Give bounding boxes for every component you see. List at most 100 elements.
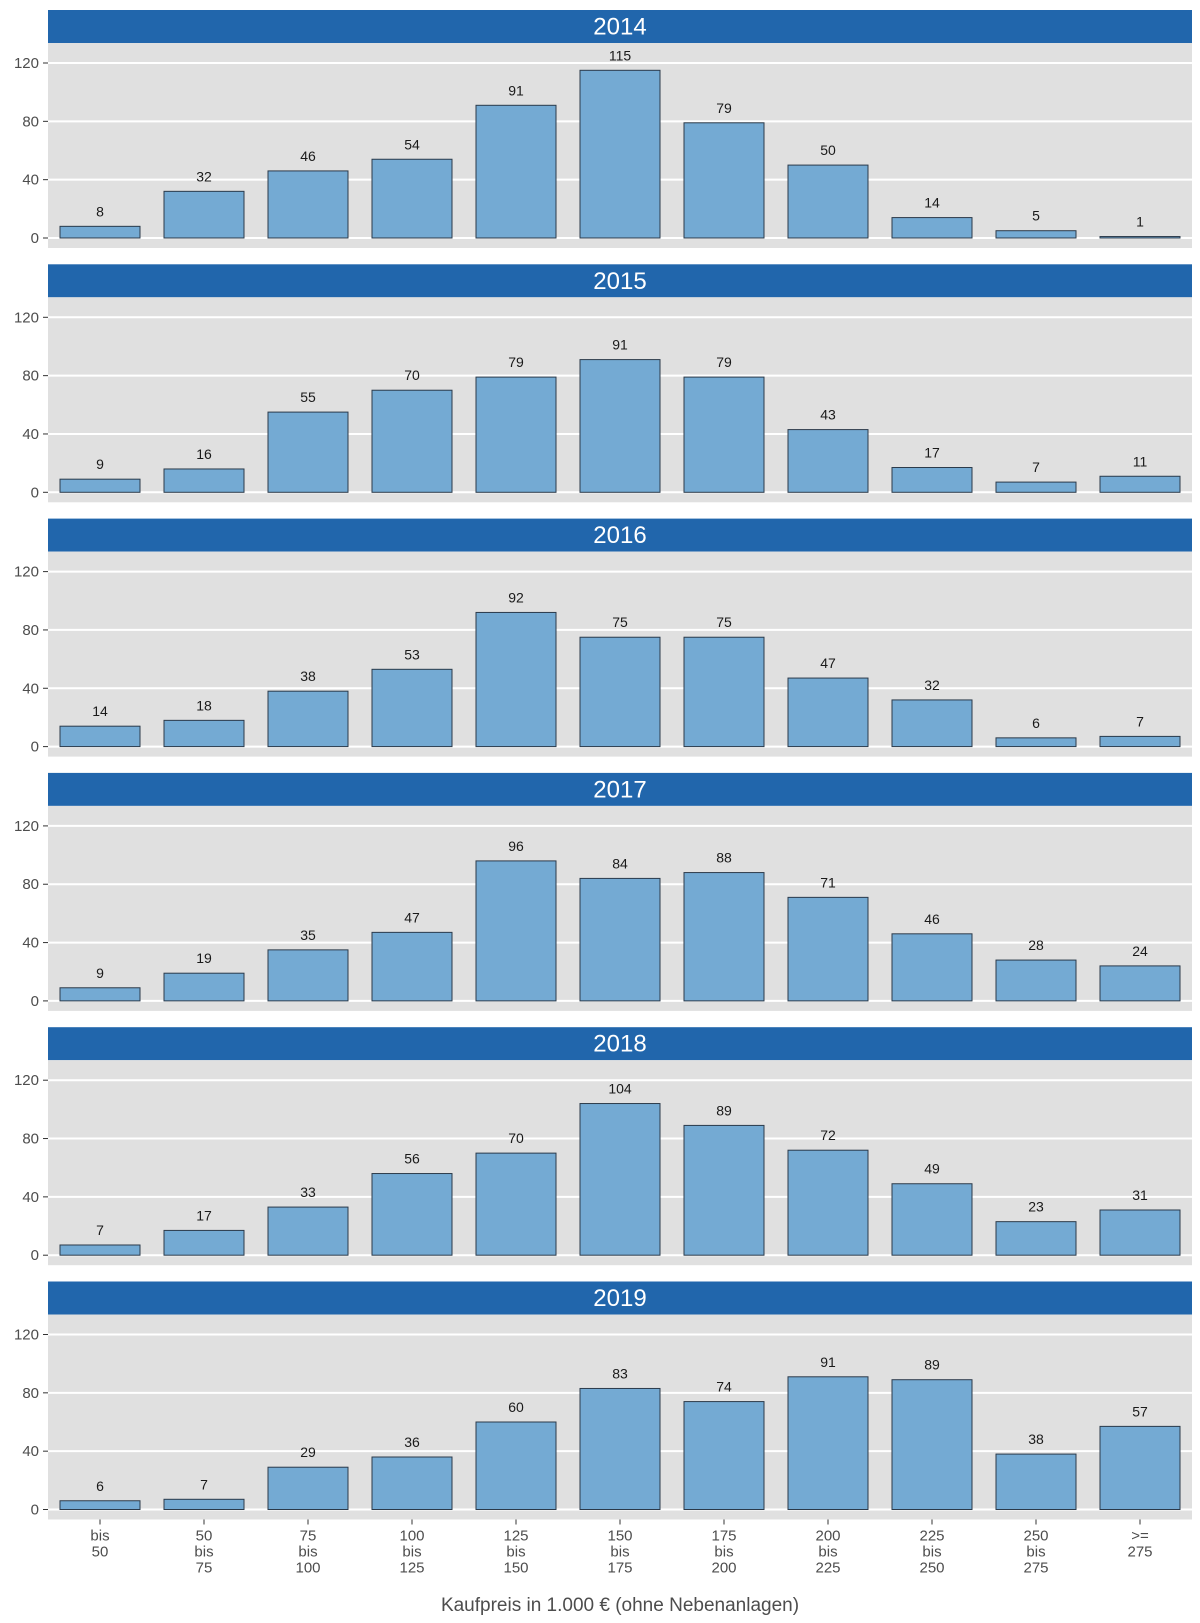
- bar-value-label: 43: [820, 407, 836, 423]
- bar: [995, 737, 1077, 748]
- panel-2018: 2018 0 40 80 120 7 17 33 56 70 104 89 72 49 23 31: [14, 1027, 1192, 1266]
- bar: [1099, 1209, 1181, 1256]
- bar-value-label: 89: [924, 1357, 940, 1373]
- bar-value-label: 18: [196, 697, 212, 713]
- bar-value-label: 104: [608, 1081, 632, 1097]
- bar-value-label: 5: [1032, 208, 1040, 224]
- bar: [1099, 1425, 1181, 1511]
- bar: [995, 230, 1077, 239]
- bar: [267, 411, 349, 493]
- bar: [995, 481, 1077, 493]
- bar-value-label: 32: [196, 168, 212, 184]
- panel-title: 2017: [593, 776, 646, 803]
- bar: [163, 719, 245, 748]
- bar: [163, 1498, 245, 1510]
- x-tick-label-line: >=: [1131, 1528, 1149, 1545]
- x-tick-label-line: 225: [815, 1560, 840, 1577]
- x-tick-label-line: bis: [90, 1528, 109, 1545]
- bar: [163, 972, 245, 1002]
- y-tick-label: 0: [31, 1502, 39, 1519]
- bar-value-label: 7: [1032, 459, 1040, 475]
- bar-value-label: 91: [820, 1354, 836, 1370]
- x-tick-label-line: 75: [196, 1560, 213, 1577]
- bar: [891, 933, 973, 1002]
- bar-value-label: 28: [1028, 937, 1044, 953]
- bar-value-label: 19: [196, 950, 212, 966]
- panel-2016: 2016 0 40 80 120 14 18 38 53 92 75 75 47 32 6 7: [14, 518, 1192, 757]
- bar-value-label: 91: [508, 82, 524, 98]
- bar: [371, 668, 453, 748]
- bar: [163, 468, 245, 493]
- bar: [475, 860, 557, 1002]
- bar-value-label: 32: [924, 677, 940, 693]
- bar: [579, 359, 661, 493]
- y-tick-label: 0: [31, 993, 39, 1010]
- bar-value-label: 75: [716, 614, 732, 630]
- bar-value-label: 24: [1132, 943, 1148, 959]
- bar: [59, 1244, 141, 1256]
- bar: [163, 190, 245, 239]
- x-axis-title: Kaufpreis in 1.000 € (ohne Nebenanlagen): [441, 1595, 799, 1616]
- bar: [995, 1221, 1077, 1256]
- x-tick-label: >= 275: [1127, 1528, 1152, 1561]
- panel-2015: 2015 0 40 80 120 9 16 55 70 79 91 79 43 17 7 11: [14, 264, 1192, 503]
- bar: [371, 1456, 453, 1511]
- x-tick-label-line: 50: [196, 1528, 213, 1545]
- x-tick-label-line: bis: [506, 1544, 525, 1561]
- y-tick-label: 0: [31, 230, 39, 247]
- bar: [579, 636, 661, 748]
- bar: [891, 217, 973, 239]
- bar-value-label: 75: [612, 614, 628, 630]
- bar: [267, 949, 349, 1002]
- bar-value-label: 8: [96, 203, 104, 219]
- panel-2019: 2019 0 40 80 120 6 7 29 36 60 83 74 91 89 38 57: [14, 1281, 1192, 1520]
- bar-value-label: 79: [716, 100, 732, 116]
- y-tick-label: 0: [31, 1247, 39, 1264]
- bar-value-label: 92: [508, 589, 524, 605]
- y-tick-label: 120: [14, 55, 39, 72]
- bar: [267, 1206, 349, 1256]
- bar: [371, 931, 453, 1002]
- x-tick-label-line: 125: [399, 1560, 424, 1577]
- y-tick-label: 80: [22, 113, 39, 130]
- bar: [267, 170, 349, 239]
- x-tick-label-line: 225: [919, 1528, 944, 1545]
- y-tick-label: 40: [22, 426, 39, 443]
- x-tick-label: bis 50: [90, 1528, 109, 1561]
- bar-value-label: 57: [1132, 1403, 1148, 1419]
- x-tick-label-line: 175: [711, 1528, 736, 1545]
- bar: [787, 1376, 869, 1510]
- bar-value-label: 56: [404, 1151, 420, 1167]
- bar: [683, 1124, 765, 1256]
- bar: [1099, 475, 1181, 493]
- bar-value-label: 33: [300, 1184, 316, 1200]
- bar: [683, 1401, 765, 1511]
- strip-header: [48, 1027, 1192, 1061]
- bar: [787, 896, 869, 1002]
- x-tick-label: 75 bis 100: [295, 1528, 320, 1577]
- y-tick-label: 80: [22, 368, 39, 385]
- bar-value-label: 88: [716, 850, 732, 866]
- y-tick-label: 0: [31, 484, 39, 501]
- x-tick-label-line: 200: [711, 1560, 736, 1577]
- x-tick-label-line: bis: [194, 1544, 213, 1561]
- bar-value-label: 74: [716, 1379, 732, 1395]
- bar: [683, 872, 765, 1002]
- bar: [787, 1149, 869, 1256]
- x-tick-label: 100 bis 125: [399, 1528, 424, 1577]
- bar: [579, 877, 661, 1002]
- bar: [59, 725, 141, 748]
- x-tick-label-line: bis: [818, 1544, 837, 1561]
- bar-value-label: 6: [1032, 715, 1040, 731]
- bar-value-label: 71: [820, 874, 836, 890]
- bar: [995, 1453, 1077, 1510]
- x-tick-label-line: bis: [610, 1544, 629, 1561]
- panel-title: 2018: [593, 1031, 646, 1058]
- bar: [371, 389, 453, 493]
- x-tick-label: 200 bis 225: [815, 1528, 840, 1577]
- bar-value-label: 7: [200, 1476, 208, 1492]
- bar-value-label: 54: [404, 136, 420, 152]
- bar: [59, 225, 141, 239]
- panel-title: 2015: [593, 268, 646, 295]
- bar-value-label: 7: [1136, 713, 1144, 729]
